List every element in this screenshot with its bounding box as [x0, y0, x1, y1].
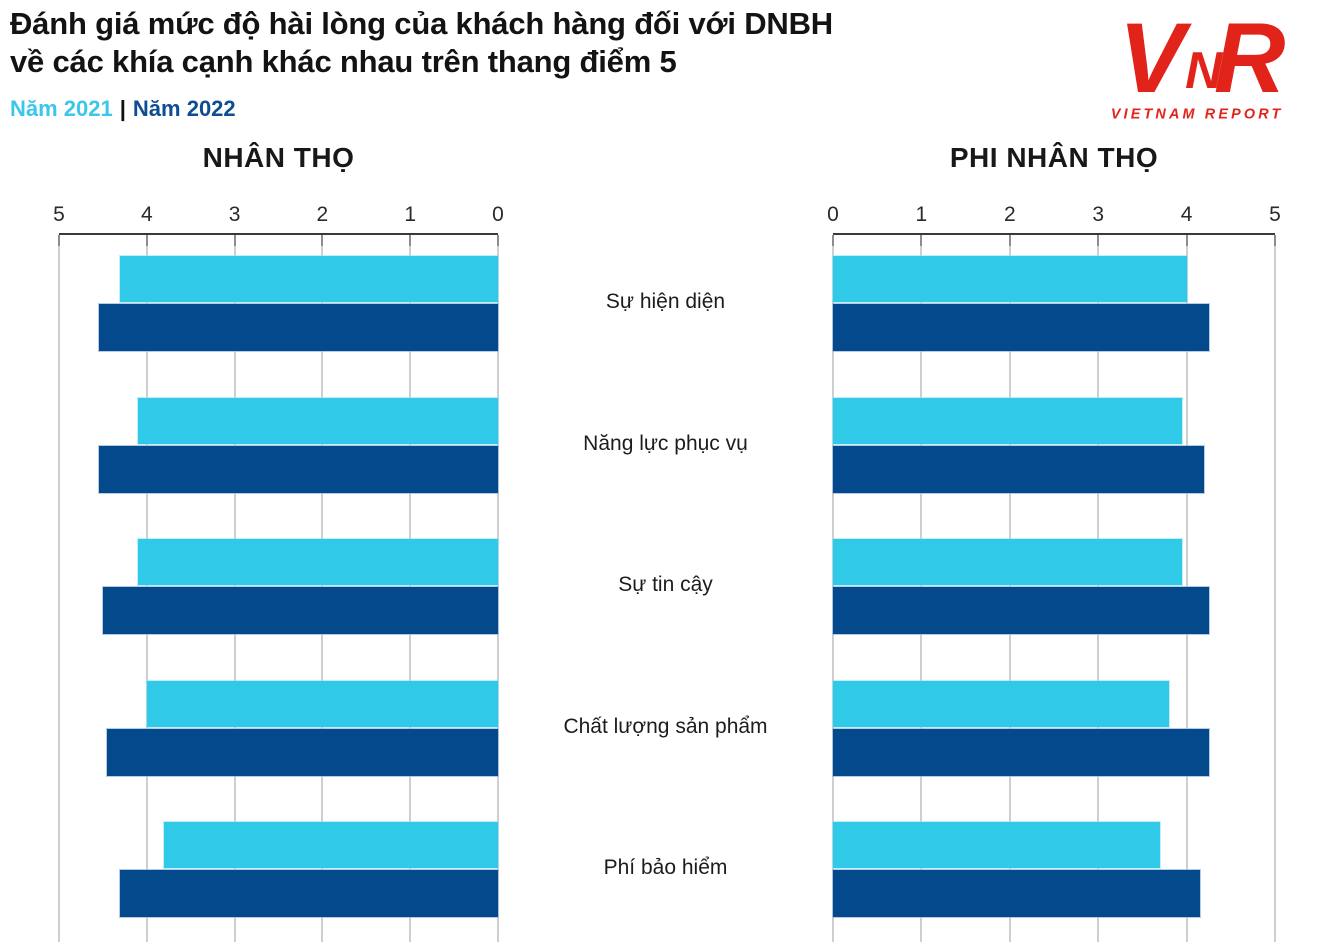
- category-label: Sự hiện diện: [605, 290, 726, 313]
- bar-group: [833, 377, 1275, 519]
- chart-panel-nhan-tho: 5 4 3 2 1 0: [53, 203, 504, 942]
- legend-item-2021: Năm 2021: [10, 96, 113, 121]
- page-title-line1: Đánh giá mức độ hài lòng của khách hàng …: [10, 6, 833, 41]
- bar-group: [59, 801, 498, 942]
- chart-panel-phi-nhan-tho: 0 1 2 3 4 5: [827, 203, 1281, 942]
- bar-group: [833, 518, 1275, 660]
- axis-tick: [1274, 235, 1276, 246]
- axis-tick-label: 2: [316, 203, 329, 226]
- bar-2021: [833, 397, 1183, 444]
- bar-2021: [146, 680, 498, 727]
- category-label: Chất lượng sản phẩm: [563, 714, 768, 738]
- logo-subtext: VIETNAM REPORT: [1111, 107, 1284, 123]
- bar-2022: [98, 445, 498, 493]
- axis-tick-label: 1: [915, 203, 928, 226]
- page-title-line2: về các khía cạnh khác nhau trên thang đi…: [10, 44, 677, 80]
- panel-title-nhan-tho: NHÂN THỌ: [202, 142, 355, 173]
- axis-tick: [1097, 235, 1100, 246]
- gridline: [1274, 235, 1276, 942]
- bar-2022: [120, 870, 498, 917]
- axis-tick: [832, 235, 834, 246]
- axis-tick: [497, 235, 499, 246]
- axis-tick-label: 4: [1180, 203, 1193, 226]
- axis-tick-label: 0: [492, 203, 504, 226]
- category-label: Sự tin cậy: [618, 573, 713, 596]
- bar-group: [59, 235, 498, 377]
- bar-2021: [833, 680, 1169, 727]
- bar-group: [59, 377, 498, 519]
- bar-2022: [107, 728, 498, 776]
- bar-group: [59, 660, 498, 802]
- axis-tick: [409, 235, 412, 246]
- axis-tick: [321, 235, 324, 246]
- axis-tick-label: 2: [1003, 203, 1016, 226]
- axis-tick: [58, 235, 60, 246]
- bar-2021: [833, 256, 1187, 302]
- axis-tick: [145, 235, 148, 246]
- category-label: Năng lực phục vụ: [583, 431, 748, 455]
- legend-item-2022: Năm 2022: [132, 96, 236, 121]
- page-title: Đánh giá mức độ hài lòng của khách hàng …: [10, 5, 833, 81]
- axis-tick-label: 0: [827, 203, 839, 226]
- bar-2021: [833, 539, 1183, 585]
- bar-2021: [138, 397, 498, 444]
- gridline: [58, 235, 60, 942]
- axis-tick-label: 3: [1092, 203, 1105, 226]
- axis-tick-label: 4: [140, 203, 153, 226]
- legend: Năm 2021 | Năm 2022: [10, 96, 236, 122]
- axis-tick: [1008, 235, 1011, 246]
- category-labels: Sự hiện diện Năng lực phục vụ Sự tin cậy Ch…: [498, 233, 833, 942]
- bar-2022: [833, 587, 1209, 634]
- axis-tick-label: 5: [1269, 203, 1281, 226]
- axis-tick: [1185, 235, 1188, 246]
- logo-letter-v: V: [1119, 3, 1193, 114]
- bar-group: [833, 660, 1275, 802]
- bar-2021: [120, 256, 498, 302]
- logo-letter-n: N: [1185, 41, 1224, 99]
- bar-group: [833, 801, 1275, 942]
- bar-2022: [102, 587, 498, 634]
- bar-2021: [833, 822, 1161, 868]
- bar-2022: [833, 304, 1209, 351]
- axis-tick-label: 5: [53, 203, 65, 226]
- vnr-logo: V N R VIETNAM REPORT: [1111, 3, 1286, 123]
- bar-2022: [833, 870, 1200, 917]
- category-label: Phí bảo hiểm: [603, 856, 728, 879]
- axis-tick-label: 3: [228, 203, 241, 226]
- logo-letter-r: R: [1214, 3, 1286, 114]
- bar-2021: [138, 539, 498, 585]
- gridline: [497, 235, 499, 942]
- axis-tick-label: 1: [404, 203, 417, 226]
- axis-tick: [920, 235, 923, 246]
- bar-2022: [833, 445, 1205, 493]
- axis-tick: [233, 235, 236, 246]
- bar-2021: [164, 822, 498, 868]
- legend-separator: |: [119, 96, 126, 121]
- bar-2022: [98, 304, 498, 351]
- panel-title-phi-nhan-tho: PHI NHÂN THỌ: [949, 142, 1159, 173]
- bar-group: [833, 235, 1275, 377]
- bar-group: [59, 518, 498, 660]
- bar-2022: [833, 728, 1209, 776]
